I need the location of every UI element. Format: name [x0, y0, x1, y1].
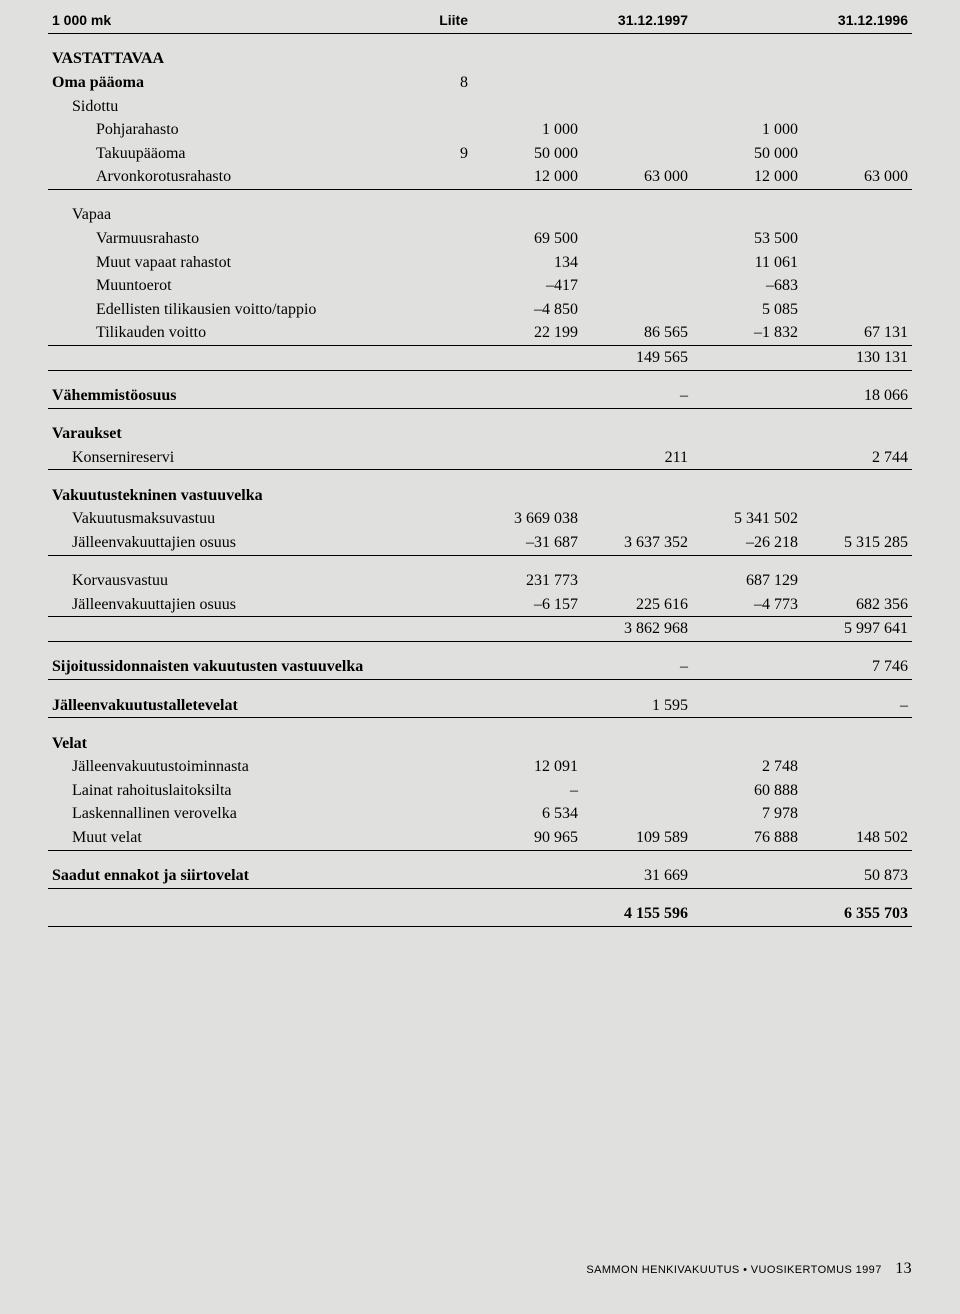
table-row: 4 155 596 6 355 703: [48, 902, 912, 926]
header-unit: 1 000 mk: [48, 10, 422, 33]
table-row: Jälleenvakuutustoiminnasta 12 091 2 748: [48, 755, 912, 779]
total-1996: 6 355 703: [802, 902, 912, 926]
table-row: Tilikauden voitto 22 199 86 565 –1 832 6…: [48, 321, 912, 345]
section-vtv: Vakuutustekninen vastuuvelka: [48, 484, 422, 508]
table-header-row: 1 000 mk Liite 31.12.1997 31.12.1996: [48, 10, 912, 33]
table-row: Varmuusrahasto 69 500 53 500: [48, 227, 912, 251]
balance-sheet-table: 1 000 mk Liite 31.12.1997 31.12.1996 VAS…: [48, 10, 912, 927]
footer-text: SAMMON HENKIVAKUUTUS • VUOSIKERTOMUS 199…: [586, 1264, 881, 1276]
table-row: Korvausvastuu 231 773 687 129: [48, 569, 912, 593]
table-row: Konsernireservi 211 2 744: [48, 446, 912, 470]
section-varaukset: Varaukset: [48, 422, 422, 446]
table-row: Vähemmistöosuus – 18 066: [48, 384, 912, 408]
page-footer: SAMMON HENKIVAKUUTUS • VUOSIKERTOMUS 199…: [586, 1260, 912, 1278]
label-sidottu: Sidottu: [48, 95, 422, 119]
section-velat: Velat: [48, 732, 422, 756]
table-row: Jälleenvakuuttajien osuus –6 157 225 616…: [48, 593, 912, 617]
header-date-1: 31.12.1997: [582, 10, 692, 33]
header-note: Liite: [422, 10, 472, 33]
note-oma: 8: [422, 71, 472, 95]
table-row: Jälleenvakuuttajien osuus –31 687 3 637 …: [48, 531, 912, 555]
table-row: Saadut ennakot ja siirtovelat 31 669 50 …: [48, 864, 912, 888]
header-date-2: 31.12.1996: [802, 10, 912, 33]
table-row: Jälleenvakuutustalletevelat 1 595 –: [48, 694, 912, 718]
table-row: 3 862 968 5 997 641: [48, 617, 912, 642]
table-row: Muuntoerot –417 –683: [48, 274, 912, 298]
table-row: Laskennallinen verovelka 6 534 7 978: [48, 802, 912, 826]
table-row: Takuupääoma 9 50 000 50 000: [48, 142, 912, 166]
label-vapaa: Vapaa: [48, 203, 422, 227]
table-row: Lainat rahoituslaitoksilta – 60 888: [48, 779, 912, 803]
table-row: Edellisten tilikausien voitto/tappio –4 …: [48, 298, 912, 322]
table-row: Vakuutusmaksuvastuu 3 669 038 5 341 502: [48, 507, 912, 531]
page-number: 13: [895, 1260, 912, 1277]
table-row: Pohjarahasto 1 000 1 000: [48, 118, 912, 142]
section-vastattavaa: VASTATTAVAA: [48, 47, 422, 71]
table-row: Muut velat 90 965 109 589 76 888 148 502: [48, 826, 912, 850]
table-row: Sijoitussidonnaisten vakuutusten vastuuv…: [48, 655, 912, 679]
total-1997: 4 155 596: [582, 902, 692, 926]
table-row: Muut vapaat rahastot 134 11 061: [48, 251, 912, 275]
section-oma-paaoma: Oma pääoma: [48, 71, 422, 95]
table-row: Arvonkorotusrahasto 12 000 63 000 12 000…: [48, 165, 912, 189]
table-row: 149 565 130 131: [48, 346, 912, 371]
